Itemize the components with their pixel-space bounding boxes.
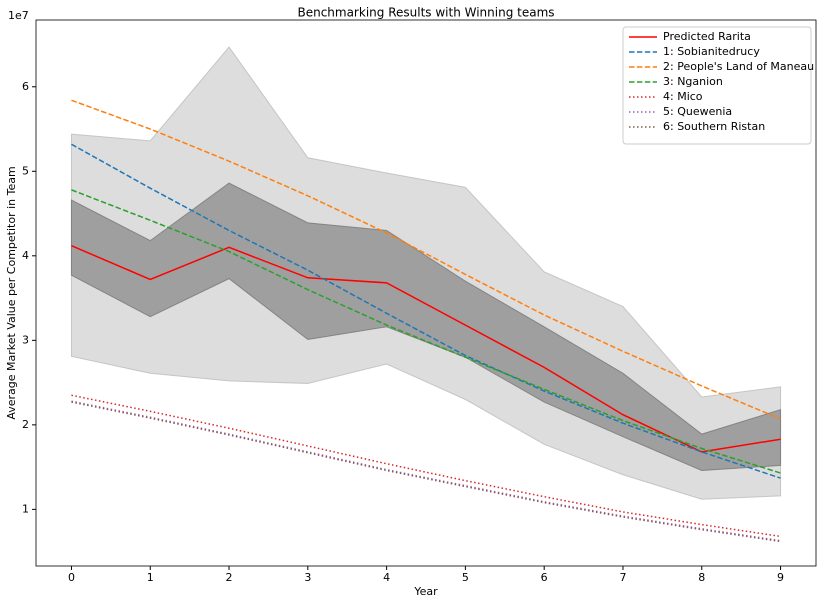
legend-label: 3: Nganion	[663, 75, 723, 88]
legend-label: 6: Southern Ristan	[663, 120, 765, 133]
x-tick-label: 0	[68, 571, 75, 584]
series-line	[71, 143, 781, 479]
x-tick-label: 3	[304, 571, 311, 584]
legend-label: 5: Quewenia	[663, 105, 732, 118]
y-tick-label: 6	[22, 80, 29, 93]
x-tick-label: 5	[462, 571, 469, 584]
legend-label: 4: Mico	[663, 90, 703, 103]
y-tick-label: 5	[22, 164, 29, 177]
y-tick-label: 1	[22, 502, 29, 515]
x-tick-label: 1	[147, 571, 154, 584]
x-axis-label: Year	[413, 585, 438, 598]
legend-label: 2: People's Land of Maneau	[663, 60, 814, 73]
chart-title: Benchmarking Results with Winning teams	[297, 6, 554, 20]
x-tick-label: 4	[383, 571, 390, 584]
y-tick-label: 3	[22, 333, 29, 346]
plot-frame	[35, 19, 817, 567]
series-line	[71, 189, 781, 474]
legend-box	[622, 26, 812, 145]
y-offset-label: 1e7	[8, 9, 29, 22]
x-tick-label: 7	[619, 571, 626, 584]
x-tick-label: 2	[226, 571, 233, 584]
y-tick-label: 2	[22, 418, 29, 431]
series-line	[71, 99, 781, 420]
series-line	[71, 244, 781, 453]
y-axis-label: Average Market Value per Competitor in T…	[5, 166, 18, 419]
x-tick-label: 6	[541, 571, 548, 584]
series-line	[71, 394, 781, 538]
x-tick-label: 8	[698, 571, 705, 584]
legend-label: Predicted Rarita	[663, 30, 751, 43]
series-line	[71, 400, 781, 542]
x-tick-label: 9	[777, 571, 784, 584]
series-line	[71, 401, 781, 543]
y-tick-label: 4	[22, 249, 29, 262]
legend-label: 1: Sobianitedrucy	[663, 45, 760, 58]
